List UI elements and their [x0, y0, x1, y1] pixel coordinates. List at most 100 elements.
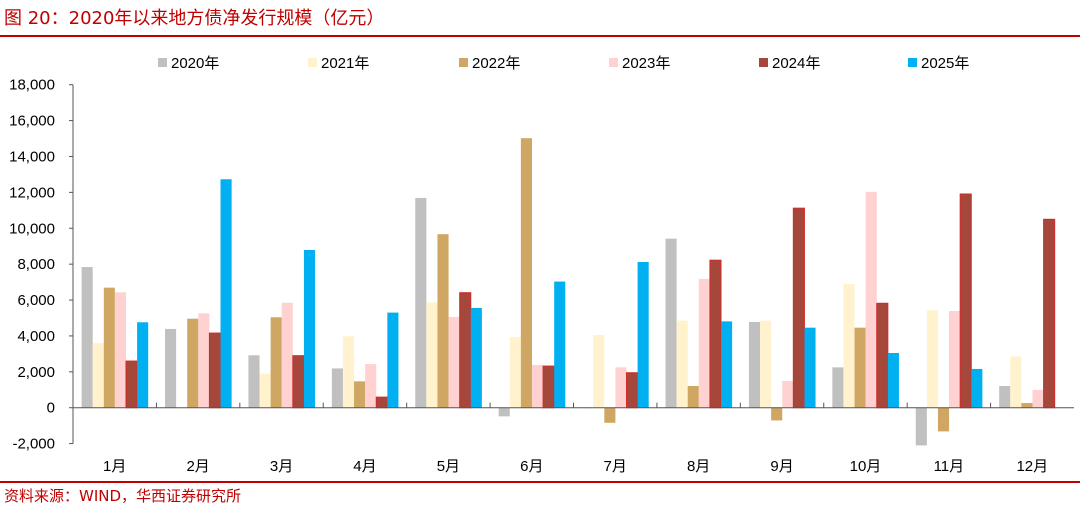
source-note: 资料来源：WIND，华西证券研究所 — [4, 487, 242, 505]
y-tick-label: 4,000 — [17, 328, 55, 345]
y-tick-label: 0 — [47, 400, 55, 417]
bar-2021年-10月 — [843, 283, 855, 408]
bar-2022年-3月 — [270, 317, 282, 408]
legend-label: 2024年 — [772, 55, 820, 72]
legend-label: 2021年 — [321, 55, 369, 72]
bar-2020年-12月 — [999, 385, 1011, 408]
legend-label: 2020年 — [171, 55, 219, 72]
bar-2020年-4月 — [331, 368, 343, 408]
bar-2020年-9月 — [748, 321, 761, 408]
bar-2023年-6月 — [531, 365, 544, 408]
bar-2024年-12月 — [1043, 218, 1056, 409]
bar-2025年-8月 — [721, 321, 733, 408]
bar-2023年-9月 — [782, 380, 794, 408]
bar-2024年-2月 — [208, 332, 222, 409]
bar-2023年-4月 — [365, 364, 377, 408]
bar-2023年-2月 — [198, 313, 210, 408]
figure-title: 图 20：2020年以来地方债净发行规模（亿元） — [4, 8, 385, 29]
y-tick-label: 10,000 — [9, 220, 55, 237]
bar-2025年-1月 — [137, 322, 149, 408]
bar-2021年-7月 — [593, 335, 605, 408]
bar-2023年-10月 — [865, 191, 877, 408]
bar-2024年-7月 — [626, 372, 639, 409]
bar-2021年-9月 — [760, 320, 772, 408]
bar-2021年-8月 — [676, 320, 688, 408]
y-tick-label: 14,000 — [9, 148, 55, 165]
bar-2024年-9月 — [792, 207, 805, 409]
x-tick-label: 12月 — [1016, 458, 1048, 475]
y-tick-label: 8,000 — [17, 256, 55, 273]
bar-2022年-2月 — [187, 318, 199, 408]
x-tick-label: 9月 — [770, 458, 793, 475]
bar-2023年-3月 — [281, 302, 293, 408]
x-tick-label: 4月 — [353, 458, 376, 475]
bar-2020年-11月 — [915, 407, 927, 446]
x-tick-label: 11月 — [934, 458, 965, 475]
bar-2025年-3月 — [303, 249, 316, 408]
bar-2025年-11月 — [971, 368, 983, 408]
x-tick-label: 10月 — [850, 458, 882, 475]
bar-2021年-11月 — [926, 310, 938, 408]
bar-2024年-3月 — [292, 355, 305, 409]
bar-2024年-1月 — [125, 360, 138, 409]
bar-2025年-4月 — [387, 312, 399, 408]
bar-2021年-5月 — [426, 302, 438, 408]
x-tick-label: 2月 — [186, 458, 209, 475]
bar-2020年-3月 — [248, 355, 260, 408]
bar-2025年-9月 — [804, 327, 816, 408]
bar-2024年-11月 — [959, 193, 972, 409]
legend-swatch-2025年 — [908, 58, 917, 67]
bar-2024年-5月 — [459, 292, 472, 409]
y-tick-label: 6,000 — [17, 292, 55, 309]
legend-swatch-2020年 — [158, 58, 167, 67]
x-tick-label: 6月 — [520, 458, 543, 475]
bar-2022年-4月 — [354, 381, 366, 408]
x-tick-label: 1月 — [103, 458, 126, 475]
y-tick-label: 16,000 — [9, 113, 55, 130]
y-tick-label: 2,000 — [17, 364, 55, 381]
y-tick-label: -2,000 — [12, 436, 55, 453]
bar-2024年-8月 — [709, 259, 722, 409]
legend-swatch-2023年 — [609, 58, 618, 67]
title-divider — [0, 35, 1080, 37]
bar-2022年-6月 — [520, 138, 532, 408]
bar-2022年-9月 — [771, 407, 783, 421]
bar-2022年-12月 — [1021, 403, 1033, 408]
bar-2021年-3月 — [259, 373, 271, 408]
bar-2021年-4月 — [342, 336, 355, 408]
bar-2020年-2月 — [165, 328, 177, 408]
bar-2025年-7月 — [637, 261, 649, 408]
bar-2023年-11月 — [949, 310, 961, 408]
x-tick-label: 7月 — [604, 458, 627, 475]
bar-2020年-5月 — [415, 197, 427, 408]
y-tick-label: 18,000 — [9, 77, 55, 94]
bar-2024年-10月 — [876, 302, 889, 409]
bar-2022年-10月 — [854, 327, 866, 408]
x-tick-label: 3月 — [270, 458, 293, 475]
bar-2021年-1月 — [92, 343, 104, 408]
legend-swatch-2024年 — [759, 58, 768, 67]
bar-2025年-2月 — [220, 179, 232, 408]
legend-swatch-2021年 — [308, 58, 317, 67]
y-tick-label: 12,000 — [9, 184, 55, 201]
bar-2022年-11月 — [937, 407, 950, 432]
legend-label: 2022年 — [472, 55, 520, 72]
bar-2021年-12月 — [1010, 356, 1022, 408]
bar-2022年-8月 — [687, 385, 699, 408]
bar-2023年-8月 — [698, 279, 710, 408]
bar-2025年-6月 — [554, 281, 566, 408]
x-tick-label: 8月 — [687, 458, 710, 475]
bar-2023年-5月 — [448, 316, 460, 408]
bar-2025年-10月 — [887, 352, 899, 408]
legend-label: 2023年 — [622, 55, 670, 72]
footer-divider — [0, 481, 1080, 483]
bar-2020年-8月 — [665, 238, 677, 408]
bar-2022年-1月 — [103, 287, 115, 408]
bar-2022年-7月 — [604, 407, 616, 423]
bar-2024年-4月 — [375, 396, 388, 409]
bar-2022年-5月 — [437, 234, 449, 408]
legend-swatch-2022年 — [459, 58, 468, 67]
bar-2023年-1月 — [114, 292, 126, 408]
bar-2024年-6月 — [542, 365, 555, 409]
